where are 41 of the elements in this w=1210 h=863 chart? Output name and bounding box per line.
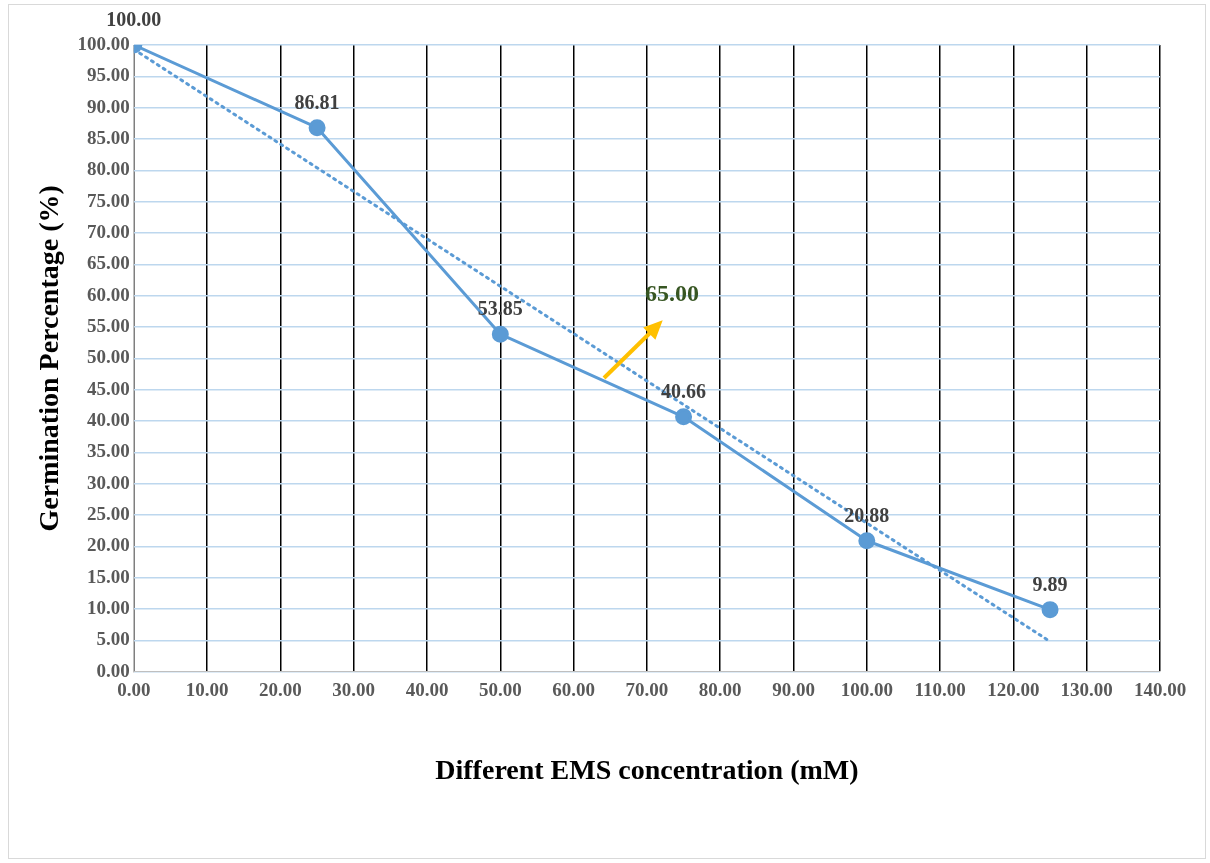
y-tick-label: 100.00 — [77, 32, 130, 54]
y-tick-label: 50.00 — [87, 346, 130, 368]
y-tick-label: 0.00 — [96, 659, 130, 681]
y-tick-label: 35.00 — [87, 440, 130, 462]
x-tick-label: 60.00 — [552, 678, 595, 700]
y-tick-label: 25.00 — [87, 502, 130, 524]
y-tick-label: 90.00 — [87, 95, 130, 117]
x-tick-label: 120.00 — [987, 678, 1040, 700]
y-tick-label: 15.00 — [87, 565, 130, 587]
y-tick-label: 5.00 — [96, 628, 130, 650]
data-label: 40.66 — [661, 380, 707, 402]
y-axis-title: Germination Percentage (%) — [33, 185, 65, 532]
y-tick-label: 80.00 — [87, 158, 130, 180]
x-tick-label: 50.00 — [478, 678, 522, 700]
y-tick-label: 60.00 — [87, 283, 130, 305]
y-tick-label: 65.00 — [87, 252, 130, 274]
x-tick-label: 30.00 — [332, 678, 376, 700]
x-tick-label: 10.00 — [185, 678, 229, 700]
y-tick-label: 20.00 — [87, 534, 130, 556]
y-tick-label: 70.00 — [87, 220, 130, 242]
y-tick-label: 45.00 — [87, 377, 130, 399]
y-tick-label: 40.00 — [87, 408, 130, 430]
x-tick-label: 110.00 — [914, 678, 966, 700]
y-tick-label: 75.00 — [87, 189, 130, 211]
x-tick-label: 80.00 — [698, 678, 742, 700]
y-tick-label: 85.00 — [87, 126, 130, 148]
x-tick-label: 90.00 — [772, 678, 815, 700]
x-tick-label: 140.00 — [1133, 678, 1187, 700]
x-tick-label: 100.00 — [840, 678, 893, 700]
y-tick-label: 95.00 — [87, 64, 130, 86]
data-label: 9.89 — [1032, 572, 1068, 595]
x-tick-label: 130.00 — [1060, 678, 1113, 700]
x-tick-label: 20.00 — [259, 678, 302, 700]
x-tick-label: 70.00 — [625, 678, 669, 700]
x-axis-title: Different EMS concentration (mM) — [435, 754, 859, 786]
x-tick-label: 0.00 — [117, 678, 151, 700]
y-tick-label: 55.00 — [87, 314, 130, 336]
x-tick-label: 40.00 — [405, 678, 449, 700]
data-label: 86.81 — [294, 90, 340, 113]
y-tick-label: 30.00 — [87, 471, 130, 493]
y-tick-label: 10.00 — [87, 596, 130, 618]
